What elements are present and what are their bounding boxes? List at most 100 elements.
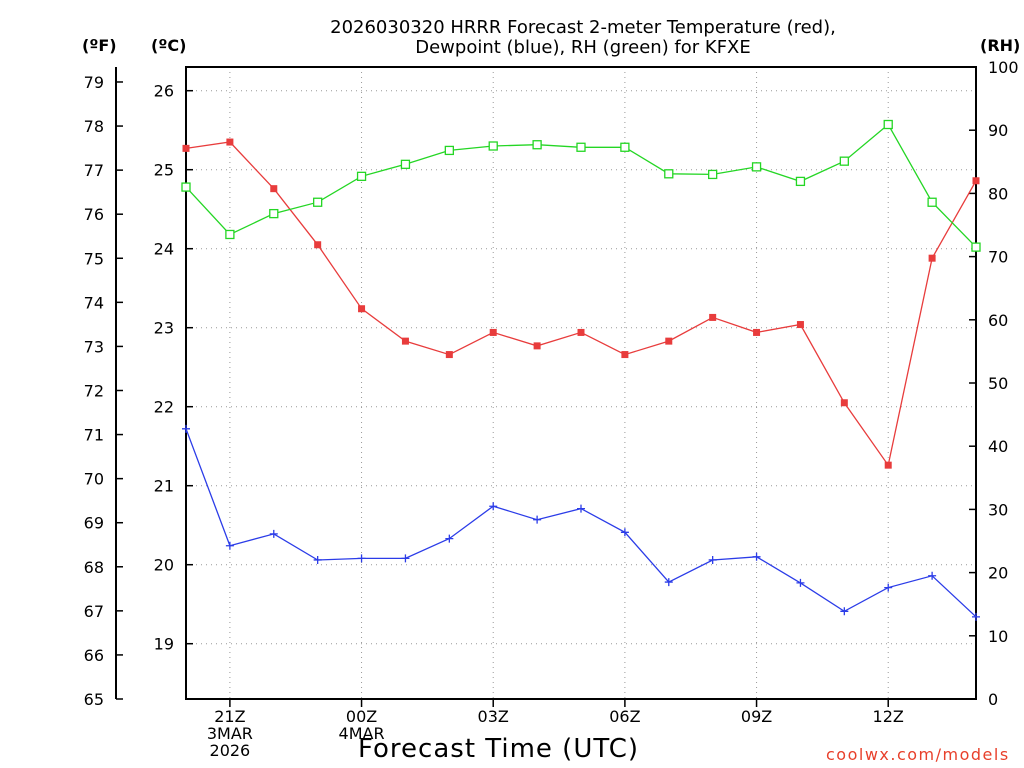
dewpoint-point xyxy=(533,515,542,524)
fahrenheit-tick-label: 76 xyxy=(84,205,104,224)
fahrenheit-tick-label: 78 xyxy=(84,117,104,136)
rh-point xyxy=(620,142,630,152)
rh-point xyxy=(400,159,411,169)
celsius-tick-label: 23 xyxy=(154,319,174,338)
rh-tick-label: 60 xyxy=(988,311,1008,330)
dewpoint-point xyxy=(445,534,454,543)
celsius-tick-label: 22 xyxy=(154,398,174,417)
x-tick-label: 00Z xyxy=(346,707,377,726)
dewpoint-point xyxy=(884,583,893,592)
fahrenheit-tick-label: 75 xyxy=(84,249,104,268)
x-tick-label: 06Z xyxy=(609,707,640,726)
rh-point xyxy=(927,197,937,207)
rh-point xyxy=(356,171,367,181)
rh-tick-label: 50 xyxy=(988,374,1008,393)
celsius-unit-label: (ºC) xyxy=(151,36,187,55)
fahrenheit-tick-label: 73 xyxy=(84,337,104,356)
temperature-point xyxy=(270,185,278,193)
fahrenheit-tick-label: 68 xyxy=(84,558,104,577)
temperature-point xyxy=(401,337,409,345)
temperature-point xyxy=(972,177,980,185)
dewpoint-point xyxy=(840,607,849,616)
x-tick-label: 03Z xyxy=(478,707,509,726)
rh-point xyxy=(751,162,762,172)
fahrenheit-tick-label: 79 xyxy=(84,73,104,92)
chart-title-line-1: 2026030320 HRRR Forecast 2-meter Tempera… xyxy=(330,17,836,38)
fahrenheit-unit-label: (ºF) xyxy=(82,36,117,55)
x-tick-label: 4MAR xyxy=(339,724,385,743)
temperature-point xyxy=(358,305,366,313)
celsius-tick-label: 20 xyxy=(154,556,174,575)
temperature-point xyxy=(709,313,717,321)
rh-tick-label: 10 xyxy=(988,627,1008,646)
dewpoint-point xyxy=(401,554,410,563)
temperature-point xyxy=(928,254,936,262)
rh-unit-label: (RH) xyxy=(980,36,1021,55)
rh-point xyxy=(576,142,586,152)
chart-title-line-2: Dewpoint (blue), RH (green) for KFXE xyxy=(415,37,751,58)
rh-tick-label: 40 xyxy=(988,437,1008,456)
dewpoint-point xyxy=(269,529,278,538)
rh-tick-label: 100 xyxy=(988,58,1019,77)
x-axis-title: Forecast Time (UTC) xyxy=(358,734,640,764)
dewpoint-point xyxy=(357,554,366,563)
fahrenheit-tick-label: 66 xyxy=(84,646,104,665)
fahrenheit-tick-label: 69 xyxy=(84,514,104,533)
rh-point xyxy=(883,119,893,130)
fahrenheit-tick-label: 71 xyxy=(84,426,104,445)
rh-tick-label: 70 xyxy=(988,248,1008,267)
dewpoint-point xyxy=(577,504,585,513)
fahrenheit-tick-label: 77 xyxy=(84,161,104,180)
temperature-point xyxy=(445,351,453,359)
dewpoint-point xyxy=(796,578,805,587)
celsius-tick-label: 25 xyxy=(154,161,174,180)
dewpoint-point xyxy=(620,528,629,537)
rh-point xyxy=(664,169,674,179)
dewpoint-point xyxy=(972,612,980,621)
temperature-point xyxy=(314,241,322,249)
temperature-point xyxy=(796,321,804,329)
fahrenheit-tick-label: 70 xyxy=(84,470,104,489)
rh-point xyxy=(225,229,235,240)
temperature-series-line xyxy=(185,141,977,467)
fahrenheit-tick-label: 67 xyxy=(84,602,104,621)
rh-tick-label: 30 xyxy=(988,500,1008,519)
rh-point xyxy=(269,208,279,219)
temperature-point xyxy=(489,328,497,336)
dewpoint-point xyxy=(313,555,322,564)
temperature-point xyxy=(753,328,761,336)
source-credit[interactable]: coolwx.com/models xyxy=(826,745,1010,764)
x-tick-label: 12Z xyxy=(873,707,904,726)
rh-point xyxy=(839,156,849,166)
x-tick-label: 2026 xyxy=(210,741,251,760)
rh-tick-label: 80 xyxy=(988,184,1008,203)
dewpoint-point xyxy=(752,552,761,561)
celsius-tick-label: 24 xyxy=(154,240,174,259)
dewpoint-point xyxy=(928,571,937,580)
dewpoint-series-line xyxy=(185,428,977,618)
rh-tick-label: 90 xyxy=(988,121,1008,140)
temperature-point xyxy=(884,461,892,469)
rh-tick-label: 0 xyxy=(988,690,998,709)
temperature-point xyxy=(226,138,234,146)
x-tick-label: 21Z xyxy=(214,707,245,726)
temperature-point xyxy=(621,351,629,359)
temperature-point xyxy=(577,328,585,336)
rh-point xyxy=(313,197,323,207)
rh-point xyxy=(488,141,498,151)
x-tick-label: 3MAR xyxy=(207,724,253,743)
rh-point xyxy=(795,176,806,187)
fahrenheit-tick-label: 65 xyxy=(84,690,104,709)
temperature-point xyxy=(182,144,190,152)
dewpoint-point xyxy=(225,541,234,550)
rh-point xyxy=(444,145,454,156)
temperature-point xyxy=(533,342,541,350)
temperature-point xyxy=(840,399,848,407)
rh-point xyxy=(971,242,981,252)
x-tick-label: 09Z xyxy=(741,707,772,726)
rh-point xyxy=(708,169,718,180)
temperature-point xyxy=(665,337,673,345)
celsius-tick-label: 26 xyxy=(154,82,174,101)
fahrenheit-tick-label: 72 xyxy=(84,381,104,400)
